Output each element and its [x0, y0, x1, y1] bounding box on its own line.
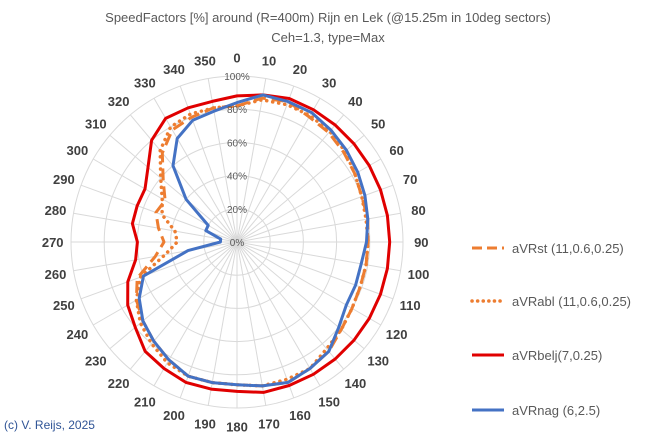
- direction-label-270: 270: [42, 235, 64, 250]
- spoke-310: [109, 134, 238, 243]
- legend-swatch-avrabl: [470, 299, 506, 303]
- spoke-300: [92, 158, 238, 243]
- spoke-250: [80, 241, 238, 300]
- spoke-20: [236, 85, 295, 243]
- direction-label-60: 60: [389, 143, 403, 158]
- direction-label-240: 240: [67, 327, 89, 342]
- spoke-70: [236, 184, 394, 243]
- direction-label-320: 320: [108, 94, 130, 109]
- spoke-330: [153, 97, 238, 243]
- spoke-100: [236, 241, 401, 272]
- direction-label-300: 300: [67, 143, 89, 158]
- radial-tick-labels: 0% 20% 40% 60% 80% 100%: [224, 72, 250, 249]
- legend-swatch-avrbelj: [472, 353, 504, 357]
- spoke-230: [109, 241, 238, 350]
- chart-title: SpeedFactors [%] around (R=400m) Rijn en…: [105, 10, 551, 25]
- legend-label-avrst: aVRst (11,0.6,0.25): [512, 240, 624, 256]
- spoke-280: [73, 212, 238, 243]
- direction-label-310: 310: [85, 117, 107, 132]
- spoke-200: [179, 241, 238, 399]
- direction-label-340: 340: [163, 62, 185, 77]
- series-line-3: [137, 93, 370, 388]
- direction-label-260: 260: [45, 267, 67, 282]
- legend-swatch-avrnag: [472, 408, 504, 412]
- series-line-2: [126, 93, 392, 394]
- direction-label-110: 110: [400, 298, 421, 313]
- radial-tick-0: 0%: [230, 238, 245, 249]
- copyright-credit: (c) V. Reijs, 2025: [4, 418, 95, 432]
- direction-label-220: 220: [108, 376, 130, 391]
- radial-tick-1: 20%: [227, 205, 247, 216]
- spoke-10: [236, 78, 267, 243]
- direction-label-140: 140: [345, 376, 367, 391]
- legend-item-avrst: aVRst (11,0.6,0.25): [470, 238, 624, 258]
- direction-label-190: 190: [194, 417, 216, 432]
- legend-swatch-avrst: [472, 246, 504, 250]
- direction-label-250: 250: [53, 298, 75, 313]
- direction-label-20: 20: [293, 62, 307, 77]
- direction-label-30: 30: [322, 75, 336, 90]
- spoke-350: [207, 78, 238, 243]
- direction-label-210: 210: [134, 395, 156, 410]
- direction-label-90: 90: [414, 235, 428, 250]
- spoke-140: [236, 241, 345, 370]
- direction-label-120: 120: [386, 327, 408, 342]
- spoke-120: [236, 241, 382, 326]
- spoke-80: [236, 212, 401, 243]
- direction-label-330: 330: [134, 75, 156, 90]
- spoke-170: [236, 241, 267, 406]
- chart-subtitle: Ceh=1.3, type=Max: [271, 30, 385, 45]
- direction-label-230: 230: [85, 353, 107, 368]
- legend-label-avrbelj: aVRbelj(7,0.25): [512, 347, 603, 363]
- direction-label-280: 280: [45, 203, 67, 218]
- series-lines: [126, 93, 392, 394]
- spoke-190: [207, 241, 238, 406]
- direction-label-50: 50: [371, 117, 385, 132]
- spoke-40: [236, 114, 345, 243]
- direction-label-70: 70: [403, 172, 417, 187]
- spoke-150: [236, 241, 321, 387]
- radial-tick-5: 100%: [224, 72, 250, 83]
- radial-tick-2: 40%: [227, 172, 247, 183]
- spoke-240: [92, 241, 238, 326]
- direction-label-150: 150: [318, 395, 340, 410]
- legend-item-avrbelj: aVRbelj(7,0.25): [470, 345, 602, 365]
- direction-label-0: 0: [233, 51, 240, 66]
- legend-label-avrabl: aVRabl (11,0.6,0.25): [512, 293, 631, 309]
- legend-label-avrnag: aVRnag (6,2.5): [512, 402, 601, 418]
- spoke-160: [236, 241, 295, 399]
- legend-item-avrnag: aVRnag (6,2.5): [470, 400, 600, 420]
- spoke-110: [236, 241, 394, 300]
- direction-label-200: 200: [163, 408, 185, 423]
- spoke-30: [236, 97, 321, 243]
- direction-label-290: 290: [53, 172, 75, 187]
- direction-label-130: 130: [367, 353, 389, 368]
- spoke-130: [236, 241, 365, 350]
- direction-label-40: 40: [348, 94, 362, 109]
- direction-label-100: 100: [408, 267, 430, 282]
- spoke-220: [129, 241, 238, 370]
- direction-label-180: 180: [226, 419, 248, 434]
- spoke-320: [129, 114, 238, 243]
- radial-tick-3: 60%: [227, 138, 247, 149]
- direction-label-10: 10: [262, 54, 276, 69]
- spoke-340: [179, 85, 238, 243]
- radial-tick-4: 80%: [227, 105, 247, 116]
- spoke-210: [153, 241, 238, 387]
- direction-label-350: 350: [194, 54, 216, 69]
- direction-label-170: 170: [258, 417, 280, 432]
- direction-label-80: 80: [411, 203, 425, 218]
- direction-label-160: 160: [289, 408, 311, 423]
- legend-item-avrabl: aVRabl (11,0.6,0.25): [470, 291, 631, 311]
